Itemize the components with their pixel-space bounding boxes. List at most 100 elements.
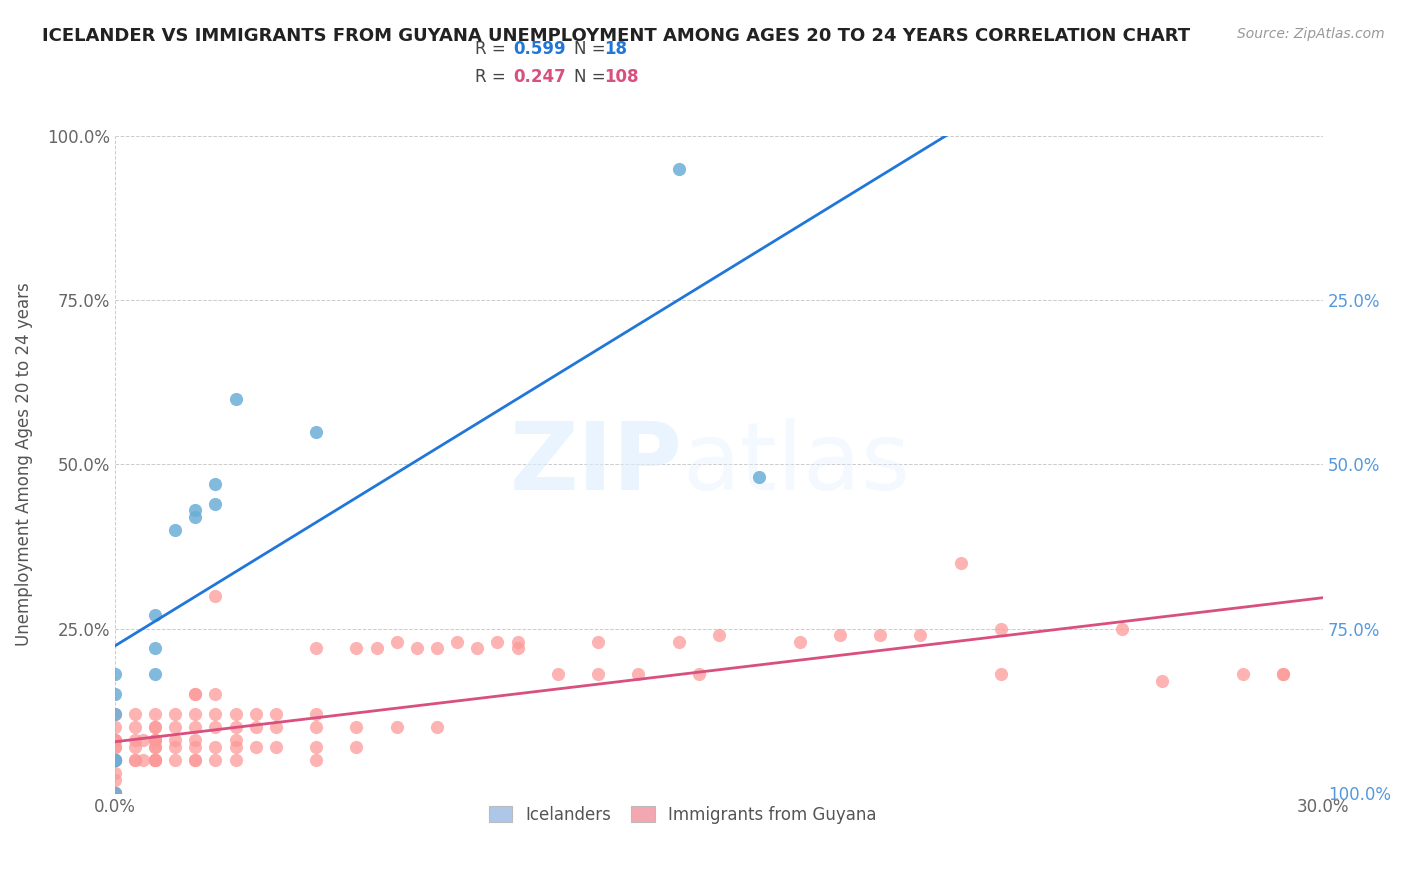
Point xyxy=(104,733,127,747)
Point xyxy=(204,687,226,701)
Point xyxy=(184,733,207,747)
Point xyxy=(124,753,146,767)
Point xyxy=(264,720,287,734)
Point xyxy=(143,733,166,747)
Point xyxy=(104,753,127,767)
Point xyxy=(828,628,851,642)
Point xyxy=(132,753,155,767)
Y-axis label: Unemployment Among Ages 20 to 24 years: Unemployment Among Ages 20 to 24 years xyxy=(15,283,32,646)
Point xyxy=(143,733,166,747)
Point xyxy=(124,720,146,734)
Point xyxy=(366,641,388,656)
Point xyxy=(204,739,226,754)
Point xyxy=(586,667,609,681)
Point xyxy=(184,706,207,721)
Point xyxy=(204,706,226,721)
Point xyxy=(305,425,328,439)
Point xyxy=(547,667,569,681)
Point xyxy=(104,786,127,800)
Point xyxy=(486,634,509,648)
Text: Source: ZipAtlas.com: Source: ZipAtlas.com xyxy=(1237,27,1385,41)
Point xyxy=(305,641,328,656)
Point xyxy=(204,720,226,734)
Point xyxy=(184,687,207,701)
Point xyxy=(104,753,127,767)
Point xyxy=(184,720,207,734)
Text: R =: R = xyxy=(475,39,512,57)
Point xyxy=(184,753,207,767)
Legend: Icelanders, Immigrants from Guyana: Icelanders, Immigrants from Guyana xyxy=(482,799,883,830)
Point xyxy=(143,608,166,623)
Point xyxy=(165,739,187,754)
Text: ZIP: ZIP xyxy=(510,418,683,510)
Point xyxy=(184,687,207,701)
Point xyxy=(245,739,267,754)
Text: ICELANDER VS IMMIGRANTS FROM GUYANA UNEMPLOYMENT AMONG AGES 20 TO 24 YEARS CORRE: ICELANDER VS IMMIGRANTS FROM GUYANA UNEM… xyxy=(42,27,1191,45)
Point xyxy=(104,720,127,734)
Point xyxy=(789,634,811,648)
Point xyxy=(104,786,127,800)
Point xyxy=(225,733,247,747)
Point xyxy=(143,667,166,681)
Point xyxy=(385,634,408,648)
Point xyxy=(104,706,127,721)
Point xyxy=(869,628,891,642)
Text: 108: 108 xyxy=(605,68,640,86)
Point xyxy=(668,161,690,176)
Point xyxy=(104,772,127,787)
Point xyxy=(184,753,207,767)
Point xyxy=(1111,622,1133,636)
Point xyxy=(165,523,187,537)
Point xyxy=(426,641,449,656)
Point xyxy=(225,392,247,406)
Point xyxy=(184,739,207,754)
Point xyxy=(305,720,328,734)
Point xyxy=(225,739,247,754)
Point xyxy=(104,739,127,754)
Point xyxy=(143,753,166,767)
Point xyxy=(204,589,226,603)
Point xyxy=(124,753,146,767)
Point xyxy=(143,753,166,767)
Text: 0.247: 0.247 xyxy=(513,68,567,86)
Point xyxy=(1271,667,1294,681)
Point xyxy=(165,753,187,767)
Point xyxy=(346,641,368,656)
Point xyxy=(305,739,328,754)
Point xyxy=(264,706,287,721)
Point xyxy=(990,667,1012,681)
Point xyxy=(104,753,127,767)
Point xyxy=(104,753,127,767)
Text: 0.599: 0.599 xyxy=(513,39,565,57)
Text: N =: N = xyxy=(574,68,605,86)
Point xyxy=(165,720,187,734)
Point xyxy=(104,706,127,721)
Point xyxy=(688,667,710,681)
Point xyxy=(143,706,166,721)
Point xyxy=(405,641,427,656)
Point xyxy=(184,503,207,517)
Point xyxy=(1232,667,1254,681)
Point xyxy=(990,622,1012,636)
Point xyxy=(104,753,127,767)
Point xyxy=(104,753,127,767)
Point xyxy=(204,497,226,511)
Point xyxy=(225,706,247,721)
Point xyxy=(225,720,247,734)
Point xyxy=(165,706,187,721)
Point xyxy=(1150,673,1173,688)
Point xyxy=(143,720,166,734)
Point xyxy=(104,786,127,800)
Point xyxy=(586,634,609,648)
Point xyxy=(385,720,408,734)
Point xyxy=(245,720,267,734)
Point xyxy=(124,706,146,721)
Point xyxy=(143,753,166,767)
Point xyxy=(104,753,127,767)
Point xyxy=(104,786,127,800)
Point xyxy=(346,739,368,754)
Point xyxy=(346,720,368,734)
Point xyxy=(506,634,529,648)
Point xyxy=(143,733,166,747)
Text: atlas: atlas xyxy=(683,418,911,510)
